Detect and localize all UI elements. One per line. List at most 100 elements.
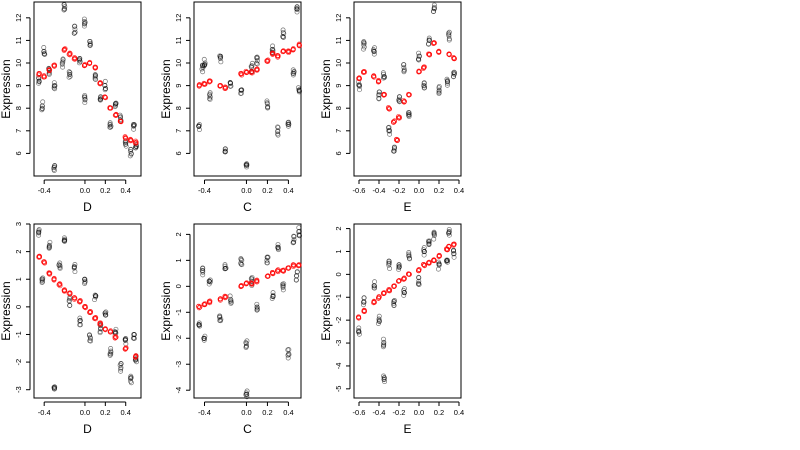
data-point (37, 253, 43, 259)
x-axis: -0.4 0.0 0.2 0.4 (38, 401, 131, 417)
data-point (36, 230, 42, 236)
data-point (375, 79, 381, 85)
data-point (113, 334, 119, 340)
data-point (128, 146, 134, 152)
data-point (47, 271, 53, 277)
data-point (244, 343, 250, 349)
series-observed (196, 4, 302, 170)
data-point (270, 293, 276, 299)
data-point (371, 73, 377, 79)
data-point (264, 255, 270, 261)
data-point (401, 276, 407, 282)
x-axis-title: D (83, 200, 92, 214)
data-point (294, 269, 300, 275)
data-point (72, 296, 78, 302)
data-point (431, 236, 437, 242)
data-point (376, 92, 381, 98)
data-point (371, 48, 377, 54)
data-point (222, 262, 228, 268)
data-point (416, 53, 422, 59)
data-point (57, 281, 62, 287)
y-axis: 6 7 8 9 10 11 12 (174, 14, 191, 155)
data-point (118, 361, 124, 367)
series-observed (196, 225, 302, 400)
data-point (296, 41, 302, 47)
data-point (371, 51, 377, 57)
data-point (294, 9, 300, 15)
data-point (426, 241, 432, 247)
data-point (357, 87, 362, 93)
data-point (87, 338, 93, 344)
data-point (51, 85, 57, 91)
data-point (217, 83, 223, 89)
data-point (81, 16, 87, 22)
x-axis: -0.6 -0.4 -0.2 0.0 0.2 0.4 (353, 401, 464, 417)
series-observed (36, 2, 139, 173)
series-observed (356, 226, 457, 385)
data-point (243, 69, 249, 75)
data-point (249, 281, 255, 287)
plot-frame (33, 223, 142, 399)
panel-4: -0.4 0.0 0.2 0.4 D -3 -2 -1 0 1 2 3 Expression (0, 222, 142, 436)
data-point (376, 313, 382, 319)
data-point (41, 259, 47, 265)
data-point (67, 302, 73, 308)
data-point (66, 74, 72, 80)
y-tick-label: -4 (174, 387, 183, 394)
series-observed (36, 227, 139, 392)
data-point (118, 368, 124, 374)
data-point (131, 336, 137, 342)
data-point (41, 73, 47, 79)
data-point (71, 264, 77, 269)
data-point (446, 37, 452, 43)
data-point (113, 100, 119, 106)
y-tick-label: -1 (334, 294, 343, 301)
data-point (107, 121, 113, 127)
data-point (285, 121, 291, 127)
data-point (280, 49, 286, 55)
data-point (62, 288, 68, 294)
data-point (207, 298, 213, 304)
data-point (391, 284, 397, 289)
data-point (67, 52, 73, 58)
data-point (238, 87, 244, 93)
data-point (103, 95, 109, 101)
x-tick-label: -0.6 (353, 186, 366, 195)
series-fitted (36, 46, 139, 146)
x-tick-label: 0.2 (100, 186, 110, 195)
data-point (61, 7, 67, 13)
panel-3: -0.6 -0.4 -0.2 0.0 0.2 0.4 E 6 7 8 9 10 11 12 Expressi… (319, 1, 464, 214)
data-point (381, 375, 387, 381)
data-point (196, 320, 202, 326)
data-point (238, 261, 244, 267)
data-point (416, 69, 422, 75)
data-point (206, 278, 212, 284)
data-point (123, 345, 129, 351)
data-point (76, 60, 82, 66)
data-point (426, 51, 432, 57)
data-point (46, 245, 52, 251)
plot-frame (193, 223, 302, 399)
data-point (416, 268, 421, 274)
data-point (275, 242, 281, 247)
data-point (281, 34, 287, 40)
data-point (445, 80, 450, 86)
data-point (387, 288, 393, 294)
data-point (286, 265, 292, 271)
y-tick-label: 10 (334, 59, 343, 67)
y-axis: -3 -2 -1 0 1 2 3 (14, 222, 31, 393)
data-point (381, 342, 387, 348)
x-axis-title: C (243, 422, 252, 436)
data-point (93, 316, 99, 322)
data-point (275, 131, 281, 137)
series-fitted (196, 41, 302, 92)
data-point (127, 148, 133, 154)
y-tick-label: 9 (14, 84, 23, 88)
data-point (361, 302, 366, 308)
data-point (391, 119, 397, 125)
data-point (82, 94, 88, 100)
data-point (39, 280, 45, 285)
data-point (238, 284, 244, 290)
y-tick-label: 3 (14, 222, 23, 226)
